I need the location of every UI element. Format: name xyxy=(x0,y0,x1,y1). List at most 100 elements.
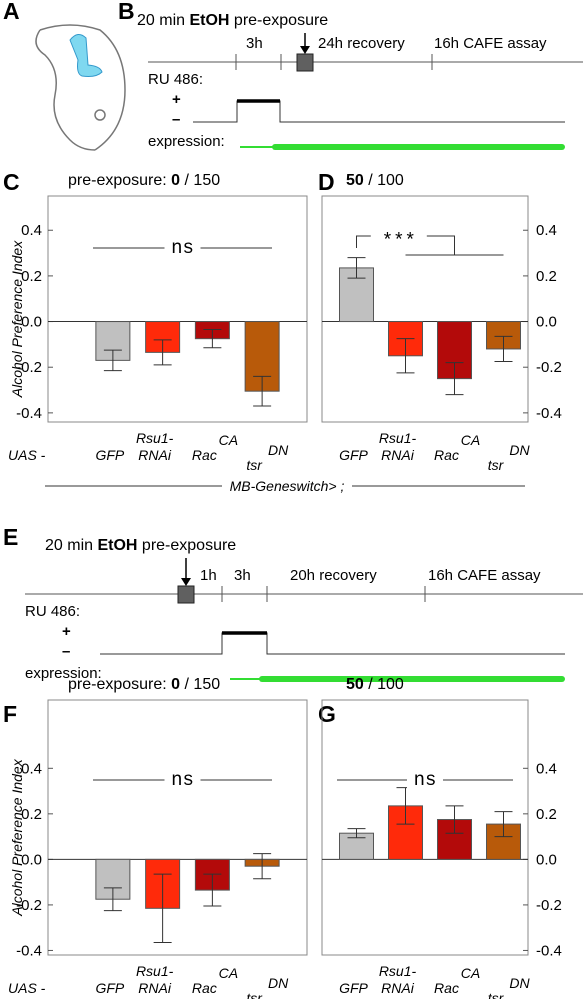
x-tick-label: Rsu1- xyxy=(136,430,174,446)
panel-label: C xyxy=(3,169,20,195)
x-tick-label: Rac xyxy=(192,980,217,996)
x-tick-label: tsr xyxy=(488,990,505,999)
arrow-head xyxy=(300,46,310,54)
segment-label: 3h xyxy=(234,567,251,584)
arrow-head xyxy=(181,578,191,586)
pre-exposure-part: 20 min xyxy=(137,12,189,29)
x-tick-label: RNAi xyxy=(381,447,415,463)
x-tick-superscript: CA xyxy=(461,965,480,981)
pre-exposure-label: 20 min EtOH pre-exposure xyxy=(45,537,236,554)
panel-label: G xyxy=(318,701,336,727)
ru-label: RU 486: xyxy=(25,603,80,620)
ru-line xyxy=(100,632,565,655)
title-part: 50 xyxy=(346,172,364,189)
chart-title: 50 / 100 xyxy=(346,676,404,693)
panel-a-drawing xyxy=(35,24,126,151)
y-tick-label: 0.0 xyxy=(536,314,557,331)
y-tick-label: -0.4 xyxy=(16,405,42,422)
annotation: ns xyxy=(171,769,194,791)
title-part: / 150 xyxy=(180,676,220,693)
title-part: / 100 xyxy=(364,676,404,693)
y-tick-label: 0.4 xyxy=(21,222,42,239)
title-part: 0 xyxy=(171,172,180,189)
annotation-bg xyxy=(407,770,443,790)
driver-bg xyxy=(222,476,352,496)
segment-label: 24h recovery xyxy=(318,35,405,52)
mushroom-body xyxy=(69,34,103,77)
expression-label: expression: xyxy=(25,665,102,682)
cover xyxy=(130,70,144,71)
segment-label: 1h xyxy=(200,567,217,584)
y-axis-title: Alcohol Preference Index xyxy=(9,240,25,398)
y-tick-label: -0.2 xyxy=(16,359,42,376)
ru-label: RU 486: xyxy=(148,71,203,88)
annotation-bg xyxy=(164,238,201,258)
chart-title: pre-exposure: 0 / 150 xyxy=(68,172,220,189)
x-tick-superscript: DN xyxy=(509,442,530,458)
y-tick-label: -0.2 xyxy=(536,897,562,914)
y-tick-label: -0.4 xyxy=(536,942,562,959)
pre-exposure-label: 20 min EtOH pre-exposure xyxy=(137,12,328,29)
pre-exposure-part: 20 min xyxy=(45,537,97,554)
plot-frame xyxy=(321,195,529,423)
panel-label: F xyxy=(3,701,17,727)
segment-label: 20h recovery xyxy=(290,567,377,584)
title-part: / 150 xyxy=(180,172,220,189)
panel-label: D xyxy=(318,169,335,195)
title-part: pre-exposure: xyxy=(68,676,171,693)
exposure-box xyxy=(177,585,195,604)
y-tick-label: 0.2 xyxy=(21,268,42,285)
chart-title: 50 / 100 xyxy=(346,172,404,189)
x-tick-label: Rsu1- xyxy=(136,963,174,979)
uas-label: UAS - xyxy=(8,980,46,996)
panel-label: A xyxy=(3,0,20,24)
annotation-bg xyxy=(164,770,201,790)
pre-exposure-part: pre-exposure xyxy=(137,537,236,554)
plot-frame xyxy=(47,699,308,956)
x-tick-label: Rac xyxy=(434,980,459,996)
title-part: 50 xyxy=(346,676,364,693)
y-tick-label: 0.4 xyxy=(536,222,557,239)
x-tick-label: Rac xyxy=(434,447,459,463)
minus-label: – xyxy=(172,111,180,128)
y-tick-label: -0.2 xyxy=(536,359,562,376)
x-tick-label: tsr xyxy=(246,990,263,999)
uas-label: UAS - xyxy=(8,447,46,463)
y-tick-label: 0.2 xyxy=(536,268,557,285)
title-part: 0 xyxy=(171,676,180,693)
y-tick-label: 0.0 xyxy=(21,314,42,331)
plot-frame xyxy=(321,699,529,956)
y-tick-label: 0.2 xyxy=(21,806,42,823)
x-tick-superscript: DN xyxy=(509,975,530,991)
pre-exposure-part: EtOH xyxy=(97,537,137,554)
x-tick-label: RNAi xyxy=(138,447,172,463)
y-tick-label: -0.4 xyxy=(16,942,42,959)
annotation: *** xyxy=(382,230,416,252)
ru-line xyxy=(193,100,565,123)
pre-exposure-part: EtOH xyxy=(189,12,229,29)
minus-label: – xyxy=(62,643,70,660)
plus-label: + xyxy=(62,623,71,640)
y-tick-label: 0.4 xyxy=(21,760,42,777)
x-tick-label: RNAi xyxy=(138,980,172,996)
chart-title: pre-exposure: 0 / 150 xyxy=(68,676,220,693)
plus-label: + xyxy=(172,91,181,108)
y-tick-label: -0.2 xyxy=(16,897,42,914)
exposure-box xyxy=(296,53,314,72)
y-axis-title: Alcohol Preference Index xyxy=(9,758,25,916)
x-tick-label: RNAi xyxy=(381,980,415,996)
x-tick-superscript: CA xyxy=(219,432,238,448)
x-tick-label: Rsu1- xyxy=(379,430,417,446)
x-tick-label: tsr xyxy=(246,457,263,473)
panel-label: B xyxy=(118,0,135,24)
title-part: / 100 xyxy=(364,172,404,189)
x-tick-superscript: DN xyxy=(268,442,289,458)
y-tick-label: -0.4 xyxy=(536,405,562,422)
annotation: ns xyxy=(414,769,437,791)
plot-frame xyxy=(47,195,308,423)
x-tick-superscript: CA xyxy=(219,965,238,981)
annotation: ns xyxy=(171,237,194,259)
y-tick-label: 0.4 xyxy=(536,760,557,777)
x-tick-label: Rac xyxy=(192,447,217,463)
